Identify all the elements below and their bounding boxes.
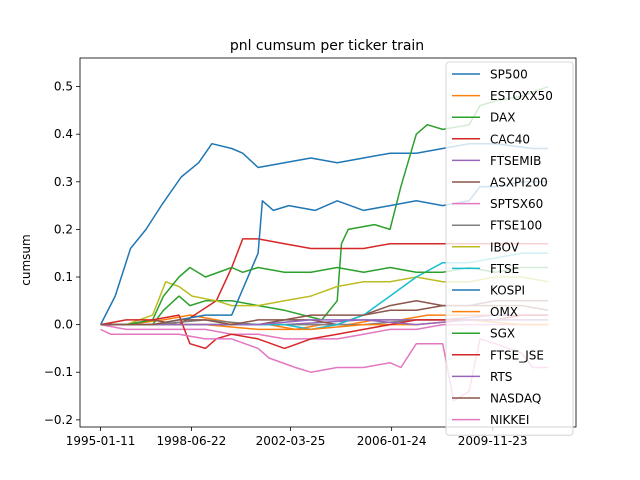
- legend-label: FTSE100: [490, 219, 542, 233]
- legend-label: DAX: [490, 111, 515, 125]
- legend-label: SGX: [490, 327, 515, 341]
- legend-label: FTSE: [490, 262, 519, 276]
- y-axis: −0.2 −0.1 0.0 0.1 0.2 0.3 0.4 0.5: [44, 80, 80, 427]
- y-tick-label: 0.2: [54, 222, 73, 236]
- y-tick-label: 0.3: [54, 175, 73, 189]
- legend-label: ASXPI200: [490, 176, 548, 190]
- x-tick-label: 2006-01-24: [357, 434, 427, 448]
- legend: SP500 ESTOXX50 DAX CAC40 FTSEMIB ASXPI200 SPTS…: [445, 61, 574, 436]
- legend-label: FTSEMIB: [490, 154, 541, 168]
- legend-label: SP500: [490, 68, 528, 82]
- legend-label: FTSE_JSE: [490, 348, 544, 362]
- y-tick-label: 0.0: [54, 318, 73, 332]
- chart-title: pnl cumsum per ticker train: [230, 38, 424, 54]
- plot-frame: [79, 57, 577, 428]
- legend-label: OMX: [490, 305, 518, 319]
- legend-label: ESTOXX50: [490, 89, 553, 103]
- legend-label: SPTSX60: [490, 197, 543, 211]
- legend-label: NIKKEI: [490, 413, 529, 427]
- y-tick-label: −0.1: [44, 365, 73, 379]
- legend-label: NASDAQ: [490, 392, 541, 406]
- y-axis-label: cumsum: [19, 234, 33, 285]
- legend-label: RTS: [490, 370, 512, 384]
- y-tick-label: 0.5: [54, 80, 73, 94]
- x-tick-label: 1995-01-11: [66, 434, 136, 448]
- x-axis: 1995-01-11 1998-06-22 2002-03-25 2006-01-24…: [66, 427, 528, 448]
- legend-label: CAC40: [490, 132, 530, 146]
- y-tick-label: −0.2: [44, 413, 73, 427]
- legend-label: IBOV: [490, 240, 520, 254]
- x-tick-label: 2002-03-25: [256, 434, 326, 448]
- legend-label: KOSPI: [490, 284, 525, 298]
- y-tick-label: 0.1: [54, 270, 73, 284]
- legend-box: [445, 61, 574, 436]
- y-tick-label: 0.4: [54, 127, 73, 141]
- x-tick-label: 2009-11-23: [458, 434, 528, 448]
- x-tick-label: 1998-06-22: [157, 434, 227, 448]
